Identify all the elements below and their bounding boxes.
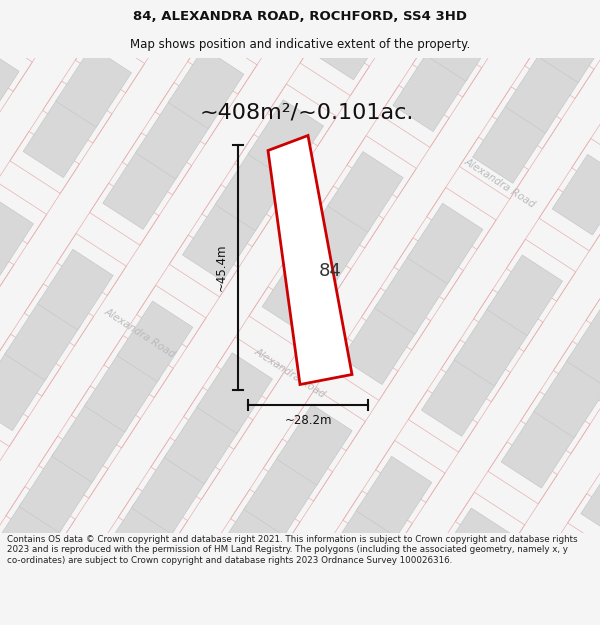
Polygon shape — [136, 98, 211, 179]
Text: ~45.4m: ~45.4m — [215, 243, 228, 291]
Polygon shape — [295, 202, 371, 282]
Text: 84: 84 — [319, 261, 341, 279]
Polygon shape — [103, 149, 178, 229]
Polygon shape — [552, 154, 600, 235]
Polygon shape — [37, 249, 113, 330]
Polygon shape — [117, 301, 193, 382]
Polygon shape — [323, 507, 399, 588]
Polygon shape — [501, 408, 577, 488]
Polygon shape — [487, 255, 563, 336]
Polygon shape — [215, 150, 291, 231]
Polygon shape — [164, 403, 240, 484]
Polygon shape — [211, 505, 287, 586]
Polygon shape — [0, 503, 62, 583]
Polygon shape — [436, 508, 511, 589]
Polygon shape — [277, 404, 352, 485]
Polygon shape — [268, 136, 352, 384]
Text: ~28.2m: ~28.2m — [284, 414, 332, 427]
Polygon shape — [374, 254, 450, 334]
Polygon shape — [56, 47, 131, 128]
Polygon shape — [0, 45, 19, 126]
Polygon shape — [85, 351, 160, 432]
Text: 84, ALEXANDRA ROAD, ROCHFORD, SS4 3HD: 84, ALEXANDRA ROAD, ROCHFORD, SS4 3HD — [133, 9, 467, 22]
Polygon shape — [0, 198, 34, 278]
Polygon shape — [99, 504, 175, 584]
Polygon shape — [313, 0, 389, 80]
Polygon shape — [454, 306, 530, 386]
Polygon shape — [131, 454, 207, 534]
Polygon shape — [356, 456, 432, 537]
Polygon shape — [19, 452, 95, 532]
Text: ~408m²/~0.101ac.: ~408m²/~0.101ac. — [200, 102, 415, 122]
Polygon shape — [0, 350, 48, 431]
Polygon shape — [393, 51, 469, 131]
Text: Alexandra Road: Alexandra Road — [463, 156, 538, 209]
Polygon shape — [425, 1, 501, 81]
Polygon shape — [422, 356, 497, 436]
Polygon shape — [505, 52, 581, 133]
Polygon shape — [328, 151, 403, 232]
Polygon shape — [248, 100, 323, 181]
Polygon shape — [342, 304, 418, 384]
Polygon shape — [182, 201, 258, 281]
Text: Map shows position and indicative extent of the property.: Map shows position and indicative extent… — [130, 38, 470, 51]
Polygon shape — [244, 455, 319, 536]
Text: Alexandra Road: Alexandra Road — [103, 306, 178, 359]
Text: Alexandra Road: Alexandra Road — [253, 346, 328, 399]
Polygon shape — [168, 48, 244, 129]
Polygon shape — [197, 352, 272, 434]
Polygon shape — [538, 2, 600, 82]
Polygon shape — [23, 97, 99, 178]
Polygon shape — [5, 299, 80, 380]
Polygon shape — [262, 252, 338, 333]
Polygon shape — [473, 102, 548, 183]
Polygon shape — [566, 307, 600, 388]
Text: Contains OS data © Crown copyright and database right 2021. This information is : Contains OS data © Crown copyright and d… — [7, 535, 578, 565]
Polygon shape — [581, 459, 600, 540]
Polygon shape — [534, 357, 600, 437]
Polygon shape — [407, 203, 483, 284]
Polygon shape — [52, 402, 127, 482]
